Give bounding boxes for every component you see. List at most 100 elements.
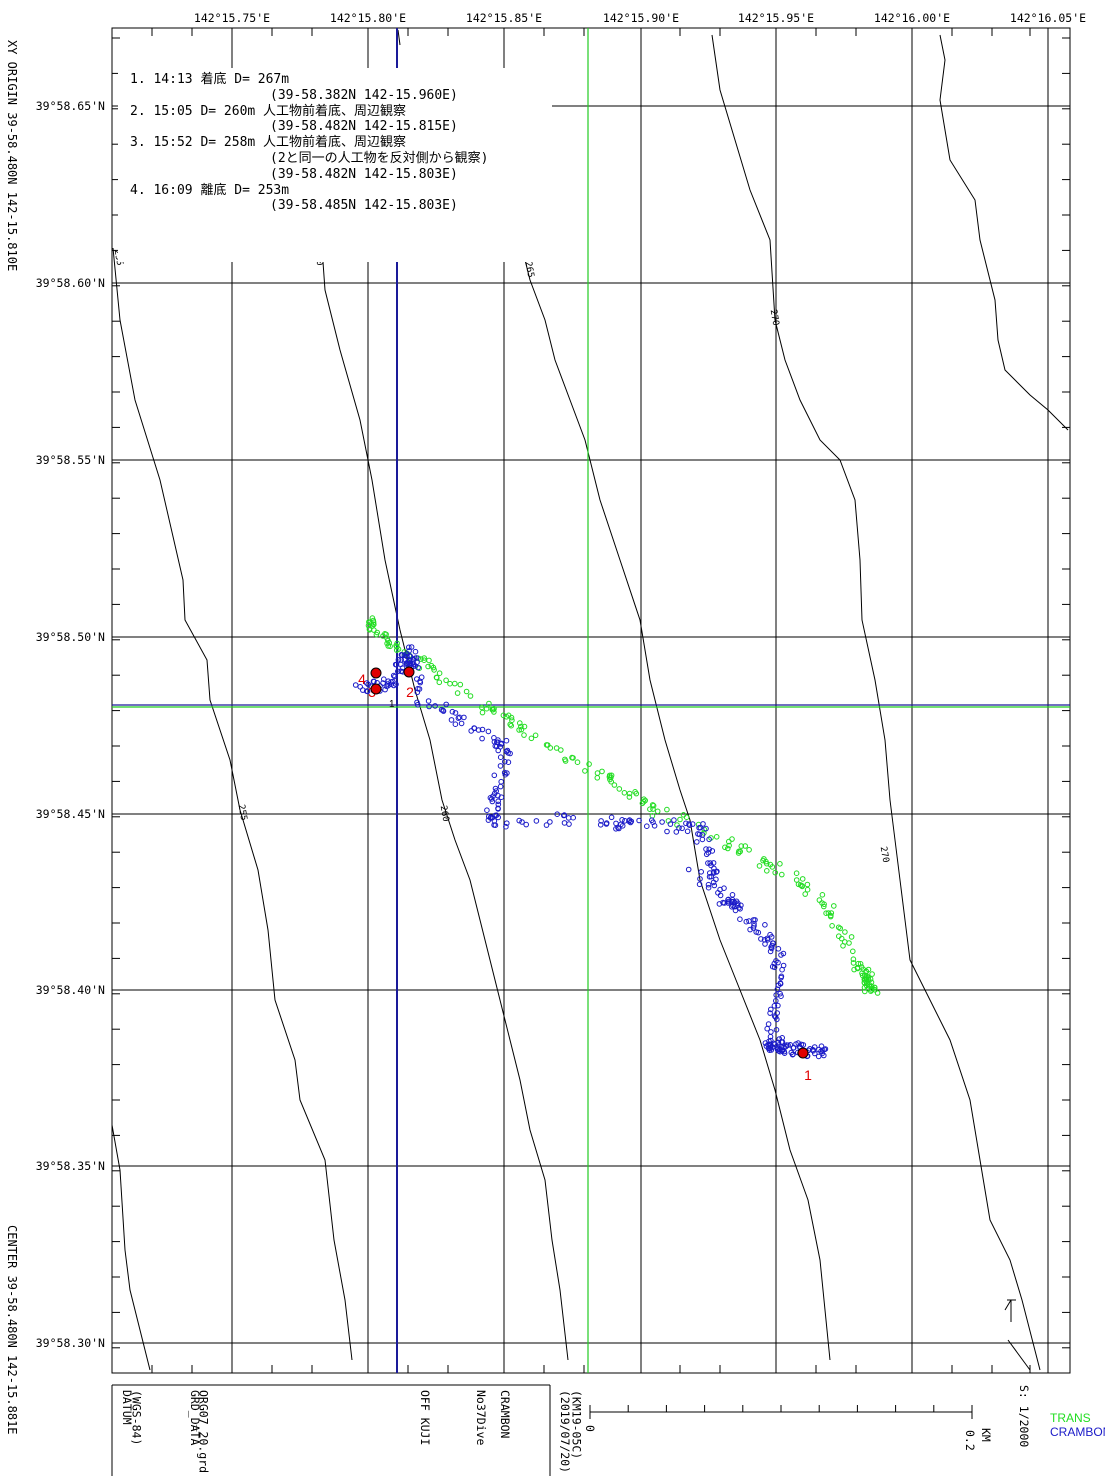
crambon-track-point xyxy=(547,819,553,825)
trans-track-point xyxy=(725,845,731,852)
trans-track-point xyxy=(816,897,823,903)
crambon-track-point xyxy=(392,661,399,668)
crambon-track-point xyxy=(710,860,717,866)
crambon-track-point xyxy=(777,981,784,987)
trans-track-point xyxy=(772,869,779,876)
crambon-track-point xyxy=(495,814,502,821)
crambon-track-point xyxy=(615,824,621,831)
trans-track-point xyxy=(562,758,569,764)
crambon-track-point xyxy=(800,1042,807,1048)
trans-track-point xyxy=(828,910,835,916)
crambon-track-point xyxy=(732,907,739,914)
crambon-track-point xyxy=(566,821,572,827)
crambon-track-point xyxy=(432,703,438,709)
trans-track-point xyxy=(508,722,515,729)
map-frame xyxy=(111,27,1071,1374)
trans-track-point xyxy=(486,700,492,707)
contour-line xyxy=(939,34,1069,431)
trans-track-point xyxy=(371,627,377,633)
crambon-track-point xyxy=(412,648,419,655)
trans-track-point xyxy=(819,892,826,898)
crambon-track-point xyxy=(711,882,718,889)
crambon-track-point xyxy=(390,672,397,679)
crambon-track-point xyxy=(491,772,498,779)
contour-line xyxy=(321,247,569,1361)
crambon-track-point xyxy=(616,825,622,832)
crambon-track-point xyxy=(703,825,709,832)
trans-track-point xyxy=(793,877,800,883)
trans-track-point xyxy=(436,670,443,677)
crambon-track-point xyxy=(685,866,692,873)
trans-track-point xyxy=(558,747,564,753)
crambon-track-point xyxy=(713,876,719,883)
trans-track-point xyxy=(799,876,806,882)
crambon-track-point xyxy=(487,795,494,801)
trans-track-point xyxy=(518,726,525,733)
trans-track-point xyxy=(850,956,857,963)
contour-line xyxy=(1007,1339,1031,1371)
crambon-track-point xyxy=(395,668,401,675)
crambon-track-point xyxy=(776,1036,783,1042)
svg-text:(WGS-84): (WGS-84) xyxy=(129,1390,143,1445)
crambon-track-point xyxy=(487,815,494,821)
trans-track-point xyxy=(654,808,661,815)
crambon-track-point xyxy=(703,851,710,858)
crambon-track-point xyxy=(644,823,650,830)
crambon-track-point xyxy=(698,869,705,875)
longitude-label: 142°15.85'E xyxy=(466,11,542,25)
crambon-track-point xyxy=(503,748,510,755)
crambon-track-point xyxy=(543,822,550,828)
crambon-track-point xyxy=(492,785,499,792)
crambon-track-point xyxy=(769,963,776,970)
center-label: CENTER 39-58.480N 142-15.881E xyxy=(5,1225,19,1435)
trans-track-point xyxy=(431,667,437,673)
crambon-track-point xyxy=(495,805,501,812)
crambon-track-point xyxy=(485,728,492,735)
crambon-track-point xyxy=(753,929,760,935)
crambon-track-point xyxy=(364,688,371,695)
trans-track-point xyxy=(804,881,811,888)
crambon-track-point xyxy=(426,703,432,710)
trans-track-point xyxy=(639,800,646,807)
trans-track-point xyxy=(532,732,539,739)
crambon-track-point xyxy=(401,657,408,663)
crambon-track-point xyxy=(495,798,502,805)
event-marker-label: 2 xyxy=(406,684,414,700)
crambon-track-point xyxy=(408,644,415,650)
datum-label: DATUM(WGS-84) xyxy=(120,1390,143,1445)
grid-labels: 142°15.75'E 142°15.80'E 142°15.85'E 142°15.… xyxy=(36,11,1086,1350)
vehicle-tracks xyxy=(352,615,881,1060)
crambon-track-point xyxy=(762,941,768,947)
trans-track-point xyxy=(864,973,870,980)
crambon-track-point xyxy=(406,644,412,651)
crambon-track-point xyxy=(565,815,572,821)
crambon-track-point xyxy=(503,823,509,830)
crambon-track-point xyxy=(779,1039,786,1045)
contour-line xyxy=(397,29,401,46)
latitude-label: 39°58.45'N xyxy=(36,807,105,821)
svg-text:(KM19-05C): (KM19-05C) xyxy=(570,1390,584,1459)
crambon-track-point xyxy=(504,770,510,776)
crambon-track-point xyxy=(768,1047,775,1053)
trans-track-point xyxy=(848,934,855,940)
trans-track-point xyxy=(756,863,763,869)
crambon-track-point xyxy=(767,1033,774,1040)
legend-crambon: CRAMBON xyxy=(1050,1425,1105,1439)
crambon-track-point xyxy=(771,1013,778,1019)
crambon-track-point xyxy=(497,744,504,750)
contour-label: 270 xyxy=(878,846,891,864)
trans-track-point xyxy=(769,864,776,870)
trans-track-point xyxy=(626,790,633,797)
crambon-track-point xyxy=(699,836,706,843)
crambon-track-point xyxy=(414,689,421,696)
latitude-label: 39°58.50'N xyxy=(36,630,105,644)
crambon-track-point xyxy=(811,1044,818,1050)
crambon-track-point xyxy=(468,728,475,734)
crambon-track-point xyxy=(489,796,495,802)
trans-track-point xyxy=(726,842,732,849)
crambon-track-point xyxy=(519,819,525,825)
event-marker-4 xyxy=(370,683,382,695)
crambon-track-point xyxy=(380,680,386,686)
trans-track-point xyxy=(868,983,875,990)
